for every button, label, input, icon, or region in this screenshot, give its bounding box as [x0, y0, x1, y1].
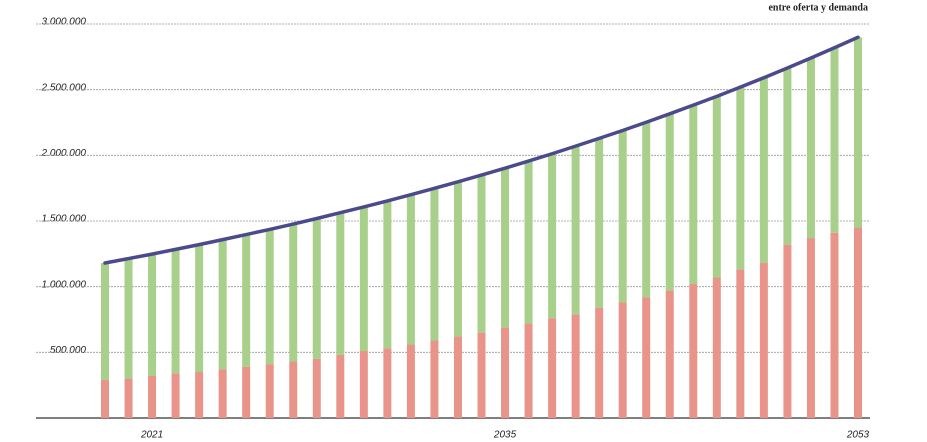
- bar-segment: [453, 336, 462, 418]
- x-tick-label: 2053: [846, 430, 870, 441]
- bar-segment: [195, 372, 204, 418]
- bar-segment: [195, 244, 204, 373]
- bar-segment: [124, 258, 133, 379]
- bar-segment: [265, 364, 274, 418]
- bar-segment: [312, 218, 321, 359]
- bar-segment: [595, 307, 604, 418]
- bar-segment: [642, 122, 651, 298]
- bar-segment: [383, 200, 392, 349]
- bar-segment: [524, 161, 533, 324]
- bar-segment: [689, 284, 698, 418]
- bar-segment: [218, 239, 227, 370]
- y-tick-label: 2.000.000: [41, 148, 87, 159]
- bar-segment: [571, 314, 580, 418]
- y-tick-label: 2.500.000: [41, 82, 87, 93]
- bar-segment: [242, 234, 251, 367]
- bar-segment: [289, 224, 298, 362]
- x-tick-label: 2021: [140, 430, 163, 441]
- bar-segment: [783, 244, 792, 418]
- y-tick-label: 1.500.000: [42, 214, 87, 225]
- bar-segment: [548, 318, 557, 418]
- bar-segment: [618, 302, 627, 418]
- bar-segment: [712, 277, 721, 418]
- bar-segment: [406, 194, 415, 345]
- bar-segment: [712, 96, 721, 278]
- bar-segment: [101, 263, 109, 380]
- bar-segment: [242, 366, 251, 418]
- y-tick-label: 3.000.000: [42, 17, 87, 28]
- bar-segment: [359, 351, 368, 418]
- bar-segment: [430, 340, 439, 418]
- bar-segment: [477, 175, 486, 333]
- bar-segment: [148, 254, 157, 376]
- bar-segment: [830, 47, 839, 233]
- bar-segment: [501, 168, 510, 328]
- bar-segment: [854, 227, 862, 418]
- y-tick-label: 1.000.000: [42, 279, 87, 290]
- bar-segment: [571, 146, 580, 315]
- bar-segment: [665, 113, 674, 291]
- bar-segment: [689, 105, 698, 285]
- bar-segment: [759, 263, 768, 418]
- bar-segment: [101, 379, 109, 418]
- bar-segment: [806, 58, 815, 239]
- bar-segment: [171, 249, 180, 374]
- bar-segment: [477, 332, 486, 418]
- bar-segment: [501, 327, 510, 418]
- bar-segment: [430, 188, 439, 341]
- bar-segment: [642, 297, 651, 418]
- bar-segment: [124, 378, 133, 418]
- bar-segment: [383, 348, 392, 418]
- y-tick-label: 500.000: [50, 345, 87, 356]
- demand-line: [103, 35, 860, 265]
- bar-segment: [359, 206, 368, 352]
- bar-segment: [336, 212, 345, 355]
- bar-segment: [595, 138, 604, 308]
- bar-segment: [783, 67, 792, 245]
- annotation: entre oferta y demanda: [768, 2, 868, 13]
- x-tick-label: 2035: [493, 430, 517, 441]
- bar-segment: [406, 344, 415, 418]
- bar-segment: [736, 87, 745, 270]
- bar-segment: [336, 354, 345, 418]
- bar-segment: [830, 232, 839, 418]
- bar-segment: [312, 358, 321, 418]
- bar-segment: [548, 153, 557, 319]
- bar-segment: [171, 373, 180, 418]
- bar-segment: [736, 269, 745, 418]
- bar-segment: [218, 369, 227, 418]
- bar-segment: [665, 290, 674, 418]
- bar-segment: [265, 229, 274, 365]
- bar-segment: [148, 375, 157, 418]
- bar-segment: [759, 77, 768, 264]
- bar-segment: [289, 361, 298, 418]
- bar-segment: [854, 37, 862, 228]
- bar-segment: [618, 130, 627, 303]
- bar-segment: [453, 181, 462, 337]
- bar-segment: [524, 323, 533, 418]
- bar-segment: [806, 238, 815, 418]
